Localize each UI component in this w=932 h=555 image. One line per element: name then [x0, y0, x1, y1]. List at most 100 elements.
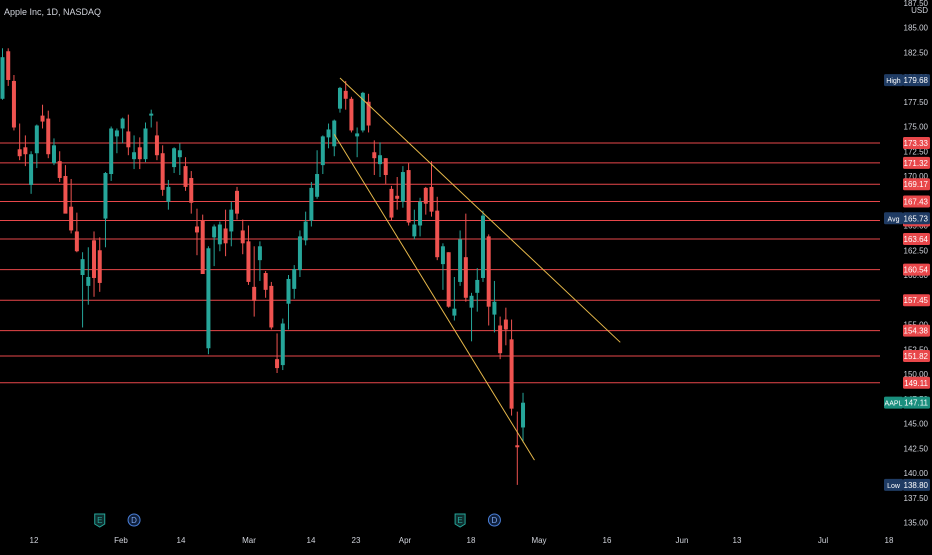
- candle-body: [303, 221, 308, 241]
- x-tick-label: 18: [467, 536, 476, 545]
- candle-body: [406, 170, 411, 223]
- candle-body: [63, 176, 68, 214]
- candle-body: [360, 92, 365, 131]
- candle: [263, 271, 268, 298]
- candle: [257, 241, 262, 281]
- price-level-label: [903, 376, 930, 389]
- y-tick-label: 185.00: [904, 24, 929, 33]
- candle: [200, 214, 205, 275]
- candle: [57, 151, 62, 182]
- candle-body: [92, 240, 97, 278]
- currency-label: USD: [911, 6, 928, 15]
- candle-body: [492, 301, 497, 315]
- price-level-label: [903, 232, 930, 245]
- marker-tag: [884, 478, 903, 491]
- candle-body: [475, 279, 480, 293]
- candle-body: [114, 130, 119, 137]
- price-level-label: [903, 324, 930, 337]
- candle: [332, 119, 337, 157]
- price-level-label: [903, 156, 930, 169]
- candle: [297, 230, 302, 277]
- marker-value-text: 138.80: [904, 481, 929, 490]
- candle: [177, 143, 182, 176]
- candle: [149, 109, 154, 128]
- price-level-text: 173.33: [904, 139, 929, 148]
- y-tick-label: 150.00: [904, 370, 929, 379]
- event-icon-label: E: [97, 516, 102, 525]
- marker-value-text: 165.73: [904, 214, 929, 223]
- candle-body: [172, 148, 177, 168]
- candle: [194, 208, 199, 256]
- candle: [172, 147, 177, 174]
- candle-body: [503, 319, 508, 330]
- event-icon-label: D: [492, 516, 498, 525]
- candle: [206, 246, 211, 355]
- candle: [400, 166, 405, 208]
- candle-body: [86, 276, 91, 286]
- marker-tag-label: AAPL: [885, 401, 903, 408]
- candle: [366, 93, 371, 133]
- candle: [389, 185, 394, 221]
- candle-body: [257, 246, 262, 261]
- x-tick-label: May: [531, 536, 546, 545]
- candle-body: [154, 135, 159, 156]
- candle: [217, 221, 222, 252]
- candle-body: [206, 248, 211, 349]
- candle: [275, 333, 280, 374]
- candle-body: [452, 308, 457, 316]
- candle: [143, 122, 148, 163]
- x-tick-label: Mar: [242, 536, 256, 545]
- candle: [378, 142, 383, 177]
- candle-body: [189, 177, 194, 203]
- candle-body: [240, 230, 245, 244]
- candle-body: [217, 224, 222, 245]
- candle-body: [463, 257, 468, 298]
- y-tick-label: 187.50: [904, 0, 929, 8]
- dividend-event-icon[interactable]: [127, 513, 141, 527]
- candle-body: [343, 90, 348, 99]
- candle: [34, 124, 39, 169]
- candle-body: [17, 149, 22, 157]
- dividend-event-icon[interactable]: [487, 513, 501, 527]
- candle: [395, 176, 400, 210]
- candle: [246, 225, 251, 285]
- y-tick-label: 177.50: [904, 98, 929, 107]
- candle-body: [46, 118, 51, 155]
- candle-body: [6, 51, 11, 80]
- symbol-title: Apple Inc, 1D, NASDAQ: [4, 7, 102, 17]
- earnings-event-icon[interactable]: [94, 513, 106, 528]
- candle: [423, 186, 428, 215]
- earnings-event-icon[interactable]: [454, 513, 466, 528]
- candle-body: [458, 239, 463, 282]
- trendline[interactable]: [333, 134, 535, 461]
- price-level-label: [903, 294, 930, 307]
- price-level-label: [903, 178, 930, 191]
- x-tick-label: Feb: [114, 536, 128, 545]
- y-tick-label: 140.00: [904, 469, 929, 478]
- candle-body: [11, 80, 16, 128]
- candle-body: [521, 402, 526, 428]
- x-tick-label: 14: [307, 536, 316, 545]
- candle: [503, 307, 508, 346]
- marker-tag-label: Avg: [888, 216, 900, 223]
- candle-body: [269, 285, 274, 328]
- candle: [92, 231, 97, 297]
- candle: [303, 211, 308, 246]
- candle-body: [315, 174, 320, 197]
- candle: [137, 137, 142, 170]
- price-level-text: 151.82: [904, 352, 929, 361]
- marker-tag: [884, 396, 903, 409]
- candle: [0, 48, 5, 100]
- trendline[interactable]: [339, 77, 621, 343]
- candle-body: [97, 250, 102, 283]
- candle-body: [103, 173, 108, 219]
- candle: [486, 234, 491, 326]
- candle: [229, 201, 234, 247]
- y-tick-label: 142.50: [904, 444, 929, 453]
- candle-body: [40, 115, 45, 122]
- x-tick-label: 18: [885, 536, 894, 545]
- candle: [69, 178, 74, 234]
- candle-body: [132, 152, 137, 160]
